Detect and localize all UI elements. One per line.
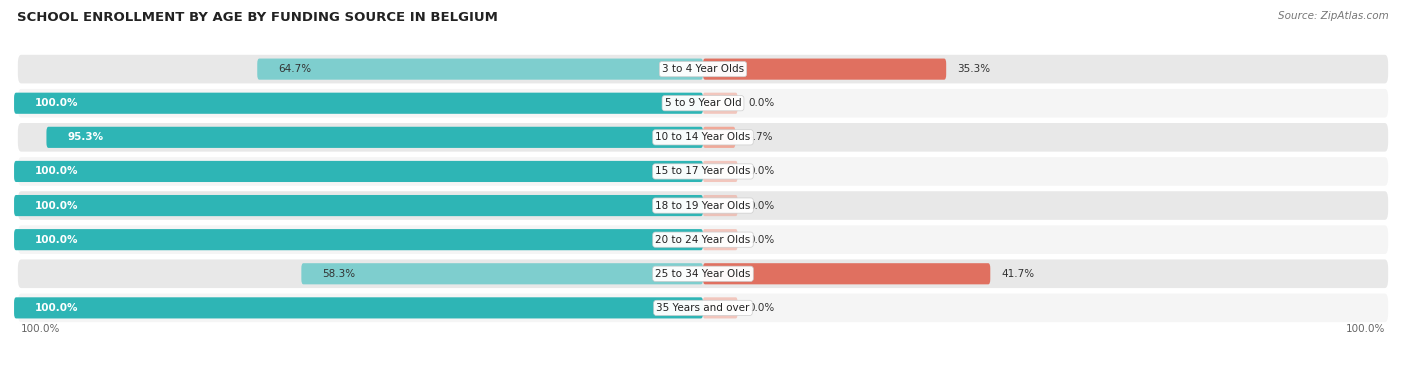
Text: 100.0%: 100.0% <box>35 166 79 176</box>
FancyBboxPatch shape <box>14 93 703 114</box>
FancyBboxPatch shape <box>703 297 738 319</box>
Text: 18 to 19 Year Olds: 18 to 19 Year Olds <box>655 201 751 211</box>
FancyBboxPatch shape <box>17 293 1389 323</box>
Text: 100.0%: 100.0% <box>35 98 79 108</box>
Text: 15 to 17 Year Olds: 15 to 17 Year Olds <box>655 166 751 176</box>
FancyBboxPatch shape <box>703 229 738 250</box>
Text: SCHOOL ENROLLMENT BY AGE BY FUNDING SOURCE IN BELGIUM: SCHOOL ENROLLMENT BY AGE BY FUNDING SOUR… <box>17 11 498 24</box>
Text: 3 to 4 Year Olds: 3 to 4 Year Olds <box>662 64 744 74</box>
Text: 100.0%: 100.0% <box>35 201 79 211</box>
FancyBboxPatch shape <box>14 297 703 319</box>
FancyBboxPatch shape <box>14 161 703 182</box>
FancyBboxPatch shape <box>17 156 1389 187</box>
Text: 25 to 34 Year Olds: 25 to 34 Year Olds <box>655 269 751 279</box>
FancyBboxPatch shape <box>17 122 1389 153</box>
FancyBboxPatch shape <box>257 58 703 80</box>
FancyBboxPatch shape <box>703 161 738 182</box>
FancyBboxPatch shape <box>46 127 703 148</box>
Text: 35.3%: 35.3% <box>957 64 990 74</box>
Text: 0.0%: 0.0% <box>748 234 775 245</box>
FancyBboxPatch shape <box>17 224 1389 255</box>
Text: 64.7%: 64.7% <box>278 64 311 74</box>
FancyBboxPatch shape <box>17 54 1389 84</box>
Text: 0.0%: 0.0% <box>748 201 775 211</box>
Text: 35 Years and over: 35 Years and over <box>657 303 749 313</box>
FancyBboxPatch shape <box>17 190 1389 221</box>
FancyBboxPatch shape <box>703 93 738 114</box>
Text: 95.3%: 95.3% <box>67 132 103 143</box>
Text: 100.0%: 100.0% <box>1346 324 1385 334</box>
Text: 0.0%: 0.0% <box>748 303 775 313</box>
FancyBboxPatch shape <box>14 229 703 250</box>
FancyBboxPatch shape <box>703 195 738 216</box>
Text: 4.7%: 4.7% <box>747 132 773 143</box>
FancyBboxPatch shape <box>703 127 735 148</box>
FancyBboxPatch shape <box>17 258 1389 289</box>
Text: 0.0%: 0.0% <box>748 166 775 176</box>
Text: 100.0%: 100.0% <box>21 324 60 334</box>
Text: 5 to 9 Year Old: 5 to 9 Year Old <box>665 98 741 108</box>
Text: 100.0%: 100.0% <box>35 234 79 245</box>
Text: 41.7%: 41.7% <box>1001 269 1035 279</box>
Text: 10 to 14 Year Olds: 10 to 14 Year Olds <box>655 132 751 143</box>
FancyBboxPatch shape <box>301 263 703 284</box>
FancyBboxPatch shape <box>14 195 703 216</box>
Text: 100.0%: 100.0% <box>35 303 79 313</box>
Text: Source: ZipAtlas.com: Source: ZipAtlas.com <box>1278 11 1389 21</box>
FancyBboxPatch shape <box>17 88 1389 119</box>
FancyBboxPatch shape <box>703 58 946 80</box>
Text: 0.0%: 0.0% <box>748 98 775 108</box>
Text: 58.3%: 58.3% <box>322 269 356 279</box>
Text: 20 to 24 Year Olds: 20 to 24 Year Olds <box>655 234 751 245</box>
FancyBboxPatch shape <box>703 263 990 284</box>
